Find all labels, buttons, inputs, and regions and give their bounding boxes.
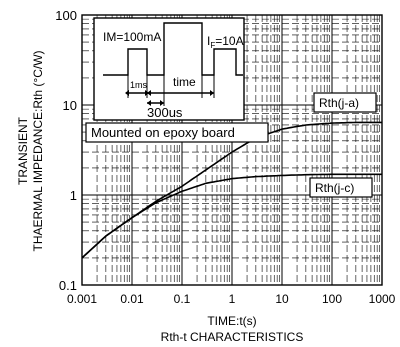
x-tick-label: 10 bbox=[275, 292, 289, 306]
time-arrow-head-left bbox=[147, 90, 151, 96]
x-tick-label: 0.01 bbox=[120, 292, 144, 306]
series-label-jc: Rth(j-c) bbox=[315, 181, 354, 195]
delay-arrow-head-left bbox=[147, 100, 151, 106]
im-label: IM=100mA bbox=[103, 30, 161, 44]
time-arrow-head-right bbox=[210, 90, 214, 96]
x-tick-label: 1 bbox=[229, 292, 236, 306]
series-label-box-jc bbox=[309, 177, 373, 198]
x-tick-label: 100 bbox=[322, 292, 342, 306]
y-tick-label: 1 bbox=[70, 188, 77, 203]
plot-area-frame bbox=[81, 14, 383, 286]
pulse-waveform bbox=[103, 22, 243, 76]
mount-note-text: Mounted on epoxy board bbox=[91, 125, 235, 140]
pulse-inset: IM=100mA IF=10A 1ms time 300us bbox=[93, 17, 245, 121]
x-tick-label: 0.1 bbox=[174, 292, 191, 306]
tick-labels: 0.001 0.01 0.1 1 10 100 1000 0.1 1 10 100 bbox=[55, 8, 395, 306]
series-label-ja: Rth(j-a) bbox=[319, 96, 359, 110]
delay-label: 300us bbox=[147, 105, 183, 120]
x-tick-label: 0.001 bbox=[67, 292, 97, 306]
y-tick-label: 0.1 bbox=[59, 278, 77, 293]
delay-arrow-head-right bbox=[160, 100, 164, 106]
pulse-width-label: 1ms bbox=[130, 80, 148, 90]
y-axis-title-line2: THAERMAL IMPEDANCE:Rth (°C/W) bbox=[31, 50, 45, 251]
y-tick-label: 10 bbox=[63, 98, 77, 113]
chart-caption: Rth-t CHARACTERISTICS bbox=[161, 330, 304, 344]
time-label: time bbox=[173, 75, 196, 89]
x-axis-title: TIME:t(s) bbox=[207, 314, 256, 328]
arrow-head-left bbox=[125, 90, 129, 96]
mount-note-box bbox=[85, 122, 269, 143]
series-line-1 bbox=[81, 173, 382, 259]
if-label: IF=10A bbox=[207, 34, 244, 50]
pulse-inset-frame bbox=[93, 17, 245, 121]
x-tick-label: 1000 bbox=[369, 292, 396, 306]
curves-layer bbox=[81, 121, 382, 259]
y-axis-title-line1: TRANSIENT bbox=[16, 116, 30, 185]
y-tick-label: 100 bbox=[55, 8, 77, 23]
series-label-box-ja bbox=[313, 92, 377, 113]
